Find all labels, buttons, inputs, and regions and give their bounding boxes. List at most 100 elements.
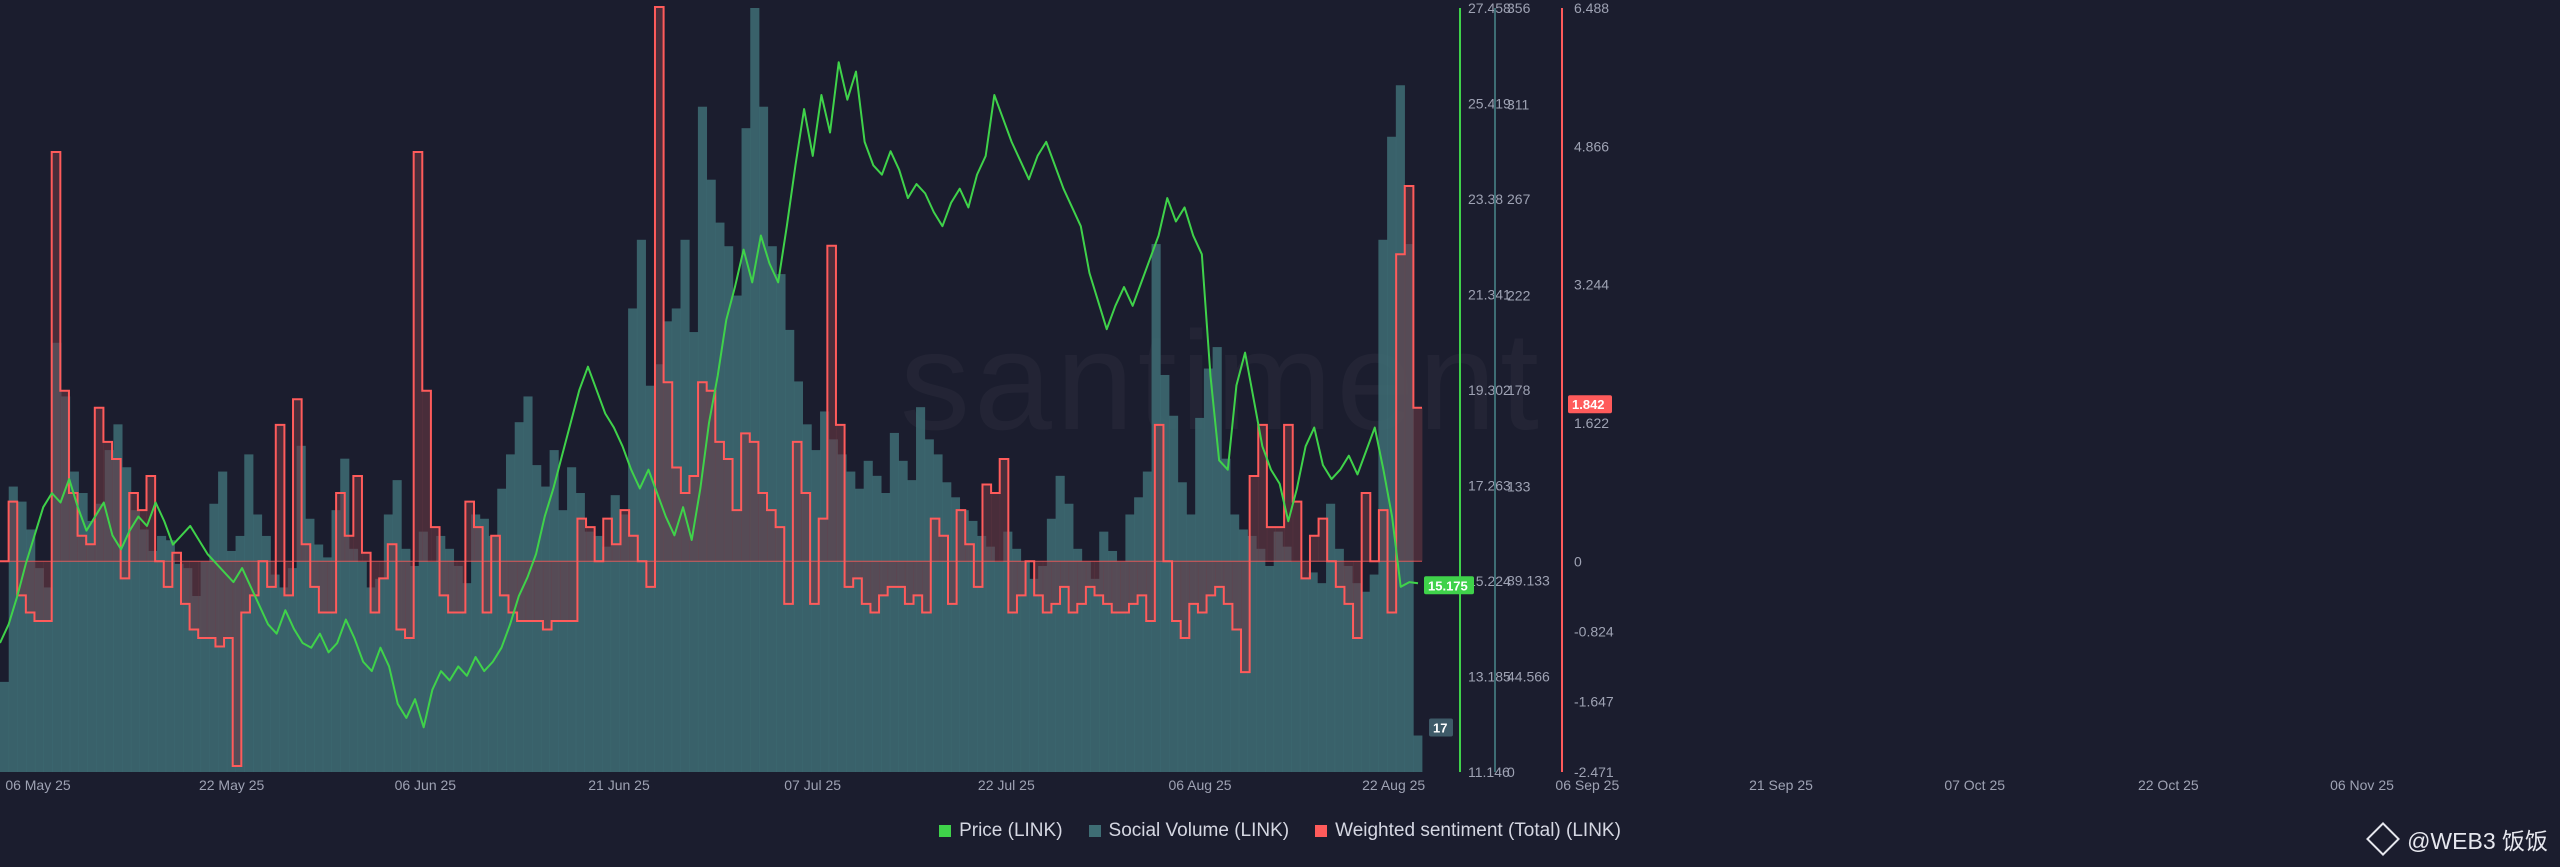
volume-bar <box>183 568 193 772</box>
volume-bar <box>322 557 332 772</box>
x-tick-label: 22 Jul 25 <box>978 777 1035 793</box>
sentiment-bar <box>982 484 992 562</box>
volume-bar <box>610 495 620 772</box>
sentiment-bar <box>344 535 354 562</box>
sentiment-bar <box>379 561 389 579</box>
volume-bar <box>1160 374 1170 772</box>
sentiment-bar <box>1060 561 1070 587</box>
sentiment-bar <box>525 561 535 621</box>
volume-bar <box>1360 591 1371 772</box>
x-tick-label: 22 May 25 <box>199 777 265 793</box>
sentiment-bar <box>629 535 639 562</box>
sentiment-bar <box>870 561 880 613</box>
volume-bar <box>270 574 280 772</box>
sentiment-bar <box>904 561 914 604</box>
x-tick-label: 06 May 25 <box>5 777 71 793</box>
volume-bar <box>889 432 899 772</box>
axes: 27.458 25.419 23.38 21.341 19.302 17.263 15.22… <box>5 0 2394 793</box>
sentiment-bar <box>1051 561 1061 604</box>
volume-bar <box>471 514 481 772</box>
volume-bar <box>837 454 847 772</box>
volume-bar <box>444 548 455 772</box>
sentiment-bar <box>896 561 906 587</box>
volume-bar <box>226 550 236 772</box>
sentiment-bar <box>1396 254 1406 562</box>
volume-bar <box>1046 518 1056 772</box>
volume-tick-label: 267 <box>1507 191 1531 207</box>
sentiment-bar <box>534 561 544 621</box>
volume-bar <box>758 106 769 773</box>
volume-bar <box>863 460 873 772</box>
volume-bar <box>811 450 821 772</box>
volume-bar <box>898 460 908 772</box>
sentiment-bar <box>396 561 406 630</box>
sentiment-tick-label: -2.471 <box>1574 764 1614 780</box>
sentiment-bar <box>620 510 630 562</box>
sentiment-bar <box>293 399 303 562</box>
volume-bar <box>357 561 367 772</box>
volume-tick-label: 178 <box>1507 382 1531 398</box>
sentiment-bar <box>336 493 346 562</box>
volume-tick-label: 0 <box>1507 764 1515 780</box>
source-tag: @WEB3 饭饭 <box>2366 822 2548 856</box>
volume-bar <box>1343 565 1353 772</box>
sentiment-bar <box>422 390 432 562</box>
sentiment-bar <box>318 561 328 613</box>
sentiment-bar <box>672 467 682 562</box>
volume-bar <box>785 329 795 772</box>
volume-bar <box>43 587 53 772</box>
volume-bar <box>828 439 838 772</box>
volume-bar <box>959 510 969 772</box>
legend-label-price: Price (LINK) <box>959 820 1063 841</box>
sentiment-bar <box>327 561 337 613</box>
sentiment-bar <box>1413 407 1423 562</box>
volume-bar <box>17 501 27 772</box>
volume-bar <box>261 535 271 772</box>
volume-bar <box>488 535 498 772</box>
volume-bar <box>1090 578 1100 772</box>
sentiment-bar <box>913 561 923 596</box>
volume-bar <box>1326 503 1336 772</box>
volume-bar <box>968 520 978 772</box>
volume-bar <box>977 535 987 772</box>
sentiment-area <box>0 5 1423 767</box>
sentiment-bar <box>1361 493 1371 562</box>
legend-item-price[interactable]: Price (LINK) <box>939 820 1063 842</box>
sentiment-bar <box>215 561 225 647</box>
x-tick-label: 06 Aug 25 <box>1168 777 1231 793</box>
legend-item-sentiment[interactable]: Weighted sentiment (Total) (LINK) <box>1315 820 1621 842</box>
sentiment-tick-label: 1.622 <box>1574 415 1609 431</box>
volume-bar <box>366 587 376 772</box>
volume-bar <box>139 529 149 772</box>
volume-bar <box>331 510 341 772</box>
sentiment-bar <box>189 561 199 630</box>
volume-bar <box>1369 574 1379 772</box>
volume-bar <box>1317 583 1327 772</box>
sentiment-bar <box>577 518 587 562</box>
volume-bar <box>1116 561 1126 772</box>
volume-bar <box>314 544 324 772</box>
sentiment-bar <box>1085 561 1095 587</box>
sentiment-bar <box>741 433 751 562</box>
sentiment-bar <box>663 382 673 562</box>
volume-bar <box>1099 531 1109 772</box>
volume-bar <box>157 535 167 772</box>
sentiment-tick-label: 0 <box>1574 553 1582 569</box>
sentiment-bar <box>499 561 509 596</box>
price-tick-label: 21.341 <box>1468 287 1511 303</box>
volume-bar <box>575 493 585 772</box>
volume-bar <box>1055 475 1065 772</box>
volume-tick-label: 356 <box>1507 0 1531 16</box>
price-line <box>0 61 1419 729</box>
volume-bar <box>87 520 97 772</box>
sentiment-bar <box>732 510 742 562</box>
sentiment-bar <box>758 493 768 562</box>
volume-bar <box>1073 548 1083 772</box>
legend-item-volume[interactable]: Social Volume (LINK) <box>1088 820 1289 842</box>
sentiment-current-badge-bg <box>1568 395 1612 414</box>
volume-bar <box>252 514 263 772</box>
volume-bar <box>427 561 437 772</box>
volume-bar <box>287 568 298 772</box>
sentiment-bar <box>34 561 44 621</box>
volume-bar <box>1029 578 1039 772</box>
